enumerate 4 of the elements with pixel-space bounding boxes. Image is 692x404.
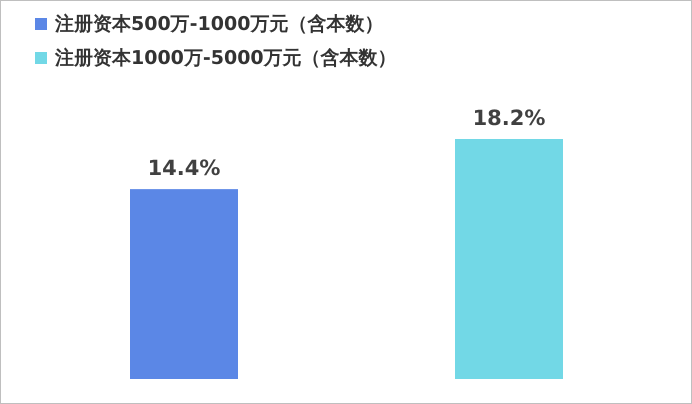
data-label: 14.4% xyxy=(148,156,220,180)
legend-label: 注册资本1000万-5000万元（含本数） xyxy=(55,46,397,71)
data-label: 18.2% xyxy=(472,106,546,130)
legend-label: 注册资本500万-1000万元（含本数） xyxy=(55,12,384,37)
